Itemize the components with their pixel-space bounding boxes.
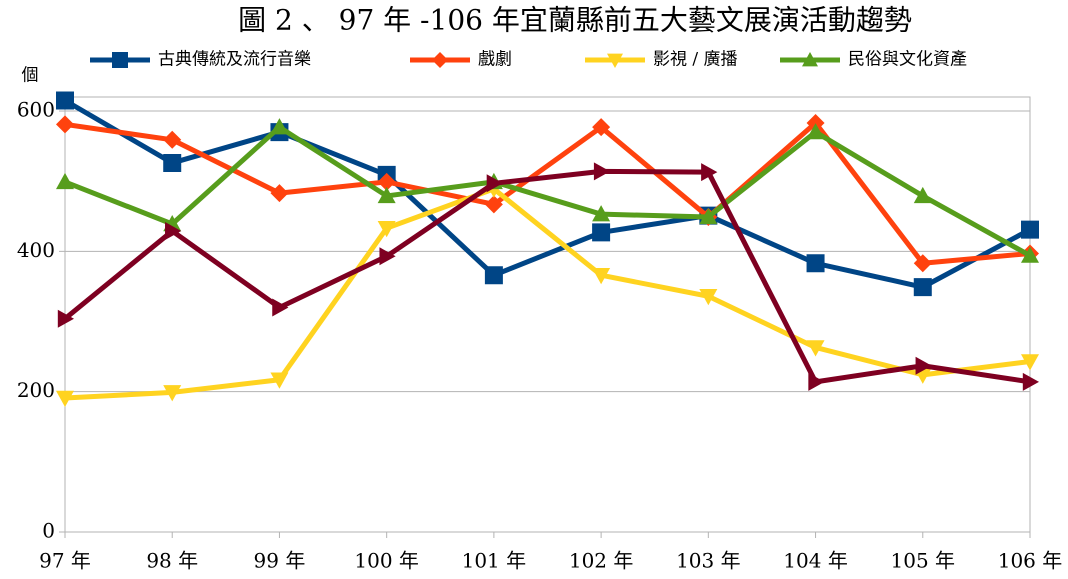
marker [806, 254, 825, 273]
series-line [64, 120, 1031, 266]
x-tick-label: 103 年 [676, 549, 741, 573]
legend-marker [607, 53, 623, 68]
marker [592, 118, 611, 137]
marker [915, 356, 932, 375]
series-line [63, 168, 1031, 385]
marker [806, 340, 825, 357]
legend-label: 古典傳統及流行音樂 [158, 50, 311, 70]
legend-marker [802, 52, 818, 67]
y-axis-label: 個 [22, 66, 39, 86]
marker [377, 186, 396, 204]
marker [56, 390, 74, 407]
marker [1021, 246, 1039, 263]
marker [270, 184, 289, 203]
x-tick-label: 106 年 [998, 549, 1063, 573]
legend-marker [112, 52, 128, 68]
marker [270, 372, 289, 389]
marker [592, 268, 611, 285]
x-tick-label: 98 年 [146, 549, 198, 573]
y-tick-label: 200 [17, 378, 55, 402]
x-tick-label: 102 年 [569, 549, 634, 573]
x-tick-label: 104 年 [783, 549, 848, 573]
marker [701, 163, 718, 182]
marker [377, 221, 396, 238]
legend-label: 戲劇 [478, 50, 512, 70]
marker [56, 115, 74, 134]
marker [484, 195, 503, 214]
marker [1022, 372, 1039, 391]
x-tick-label: 97 年 [39, 549, 91, 573]
marker [592, 205, 611, 222]
marker [379, 247, 396, 266]
y-tick-label: 600 [17, 98, 55, 122]
marker [699, 207, 718, 225]
marker [913, 254, 932, 273]
legend-label: 民俗與文化資產 [848, 50, 967, 70]
series-line [63, 98, 1032, 290]
marker [699, 289, 718, 306]
marker [484, 266, 503, 285]
marker [913, 278, 932, 297]
x-tick-label: 99 年 [254, 549, 306, 573]
marker [57, 309, 74, 328]
marker [377, 172, 396, 191]
marker [56, 172, 74, 190]
series-line [64, 124, 1032, 258]
marker [486, 174, 503, 193]
marker [270, 118, 289, 135]
marker [163, 153, 182, 172]
marker [806, 123, 825, 140]
legend-marker [432, 52, 448, 68]
legend-label: 影視 / 廣播 [653, 50, 738, 70]
series-line [64, 186, 1031, 401]
marker [165, 222, 182, 241]
marker [163, 385, 182, 402]
x-tick-label: 100 年 [354, 549, 419, 573]
marker [593, 162, 611, 181]
marker [913, 186, 932, 204]
marker [56, 91, 74, 110]
x-tick-label: 101 年 [462, 549, 527, 573]
x-tick-label: 105 年 [891, 549, 956, 573]
y-tick-label: 400 [17, 238, 55, 262]
marker [1021, 354, 1039, 371]
marker [808, 372, 825, 391]
y-tick-label: 0 [42, 519, 55, 543]
marker [592, 223, 611, 242]
marker [163, 130, 182, 149]
chart-title: 圖 2 、 97 年 -106 年宜蘭縣前五大藝文展演活動趨勢 [238, 4, 912, 37]
marker [1021, 220, 1039, 239]
marker [272, 298, 289, 317]
plot-frame [64, 96, 1031, 533]
marker [806, 113, 825, 132]
